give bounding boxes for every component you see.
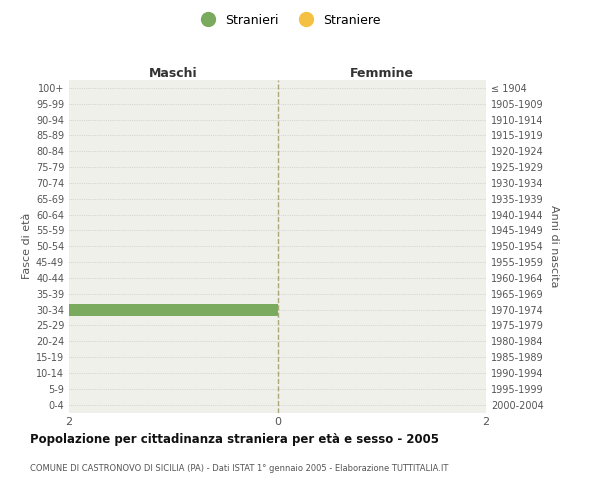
Text: Maschi: Maschi — [149, 67, 197, 80]
Text: COMUNE DI CASTRONOVO DI SICILIA (PA) - Dati ISTAT 1° gennaio 2005 - Elaborazione: COMUNE DI CASTRONOVO DI SICILIA (PA) - D… — [30, 464, 448, 473]
Text: Popolazione per cittadinanza straniera per età e sesso - 2005: Popolazione per cittadinanza straniera p… — [30, 432, 439, 446]
Text: Femmine: Femmine — [350, 67, 414, 80]
Legend: Stranieri, Straniere: Stranieri, Straniere — [190, 8, 386, 32]
Bar — [69, 304, 277, 316]
Y-axis label: Fasce di età: Fasce di età — [22, 213, 32, 280]
Y-axis label: Anni di nascita: Anni di nascita — [549, 205, 559, 288]
